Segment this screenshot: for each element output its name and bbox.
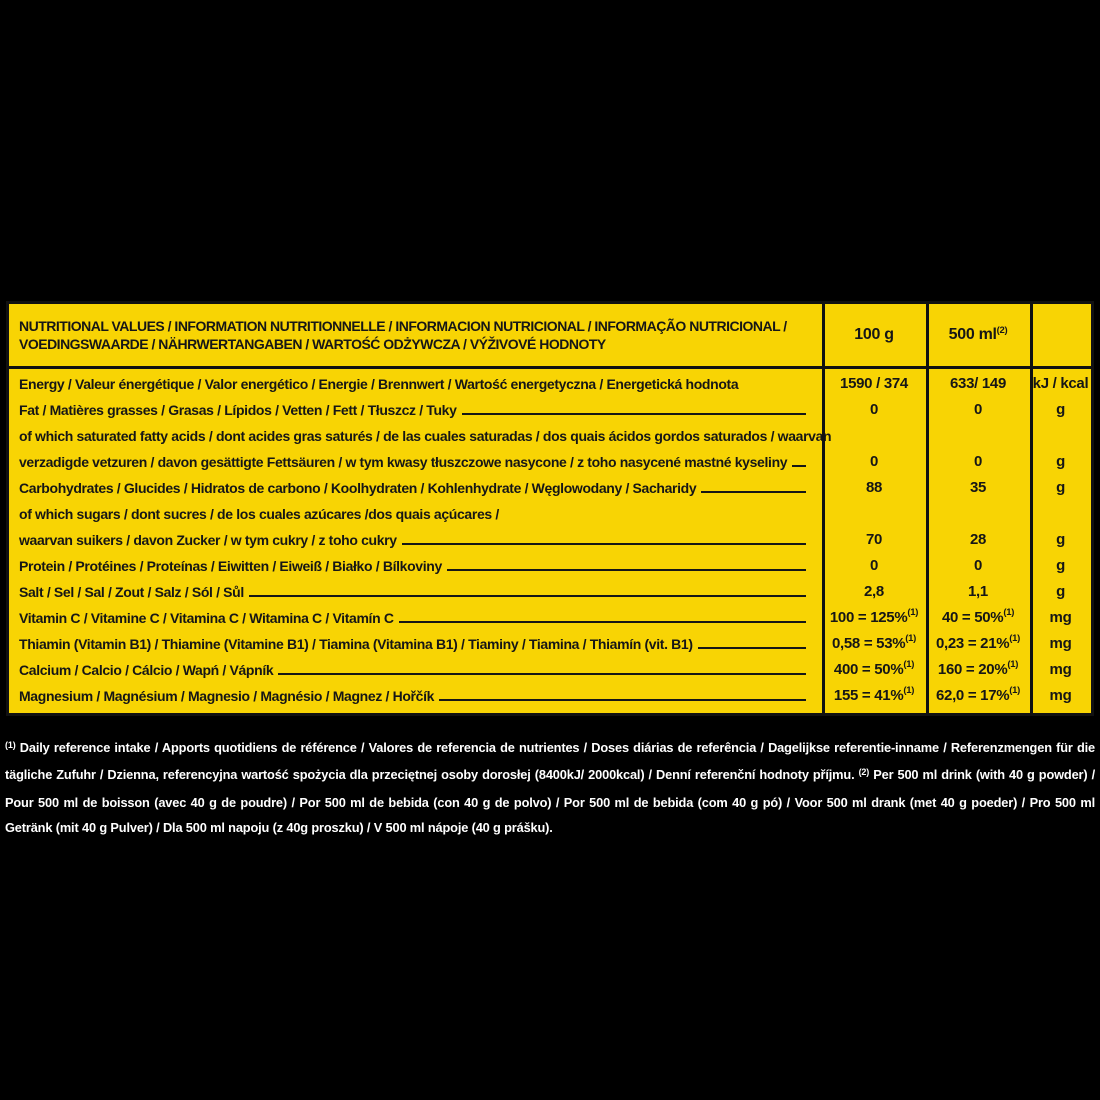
table-title: NUTRITIONAL VALUES / INFORMATION NUTRITI… xyxy=(9,304,822,366)
column-header-unit xyxy=(1030,304,1091,366)
row-value-500ml: 35 xyxy=(969,479,987,496)
row-label-line: waarvan suikers / davon Zucker / w tym c… xyxy=(19,527,816,553)
row-unit: kJ / kcal xyxy=(1032,375,1089,392)
row-label-line: of which sugars / dont sucres / de los c… xyxy=(19,506,499,522)
row-label: of which sugars / dont sucres / de los c… xyxy=(9,501,822,553)
column-header-100g: 100 g xyxy=(854,326,894,343)
row-label-line: Carbohydrates / Glucides / Hidratos de c… xyxy=(19,475,816,501)
row-value-500ml: 40 = 50% (1) xyxy=(941,607,1015,626)
row-label-line: Thiamin (Vitamin B1) / Thiamine (Vitamin… xyxy=(19,631,816,657)
table-row: Vitamin C / Vitamine C / Vitamina C / Wi… xyxy=(9,605,1091,631)
dot-leader-line xyxy=(697,647,806,649)
row-label-line: Magnesium / Magnésium / Magnesio / Magné… xyxy=(19,683,816,709)
row-value-100g: 70 xyxy=(865,531,883,548)
dot-leader-line xyxy=(278,673,806,675)
table-header-row: NUTRITIONAL VALUES / INFORMATION NUTRITI… xyxy=(9,304,1091,366)
row-label-line: of which saturated fatty acids / dont ac… xyxy=(19,428,832,444)
dot-leader-line xyxy=(401,543,806,545)
row-value-100g: 1590 / 374 xyxy=(840,375,908,392)
row-value-500ml: 633/ 149 xyxy=(950,375,1006,392)
row-unit: mg xyxy=(1049,661,1072,678)
row-label: of which saturated fatty acids / dont ac… xyxy=(9,423,832,475)
table-row: Salt / Sel / Sal / Zout / Salz / Sól / S… xyxy=(9,579,1091,605)
row-label: Magnesium / Magnésium / Magnesio / Magné… xyxy=(9,683,822,709)
row-unit: mg xyxy=(1049,687,1072,704)
row-unit: g xyxy=(1056,531,1065,548)
column-divider-1 xyxy=(822,304,825,713)
row-unit: g xyxy=(1056,401,1065,418)
table-row: Magnesium / Magnésium / Magnesio / Magné… xyxy=(9,683,1091,709)
row-value-500ml: 0 xyxy=(973,453,983,470)
row-label: Carbohydrates / Glucides / Hidratos de c… xyxy=(9,475,822,501)
row-value-100g: 0,58 = 53% (1) xyxy=(831,633,917,652)
row-value-100g: 2,8 xyxy=(864,583,884,600)
row-unit: mg xyxy=(1049,635,1072,652)
table-row: Fat / Matières grasses / Grasas / Lípido… xyxy=(9,397,1091,423)
row-label: Vitamin C / Vitamine C / Vitamina C / Wi… xyxy=(9,605,822,631)
row-label-line: Calcium / Calcio / Cálcio / Wapń / Vápní… xyxy=(19,657,816,683)
row-value-500ml: 28 xyxy=(969,531,987,548)
footnote-marker-2: (2) xyxy=(996,324,1008,336)
dot-leader-line xyxy=(461,413,806,415)
table-row: Carbohydrates / Glucides / Hidratos de c… xyxy=(9,475,1091,501)
row-label: Fat / Matières grasses / Grasas / Lípido… xyxy=(9,397,822,423)
footnote-text-1: Daily reference intake / Apports quotidi… xyxy=(5,739,1095,783)
column-divider-2 xyxy=(926,304,929,713)
row-label: Protein / Protéines / Proteínas / Eiwitt… xyxy=(9,553,822,579)
row-unit: mg xyxy=(1049,609,1072,626)
table-row: Energy / Valeur énergétique / Valor ener… xyxy=(9,371,1091,397)
footnote-ref-1: (1) xyxy=(5,739,16,750)
table-body: Energy / Valeur énergétique / Valor ener… xyxy=(9,369,1091,713)
dot-leader-line xyxy=(446,569,806,571)
row-value-500ml: 1,1 xyxy=(968,583,988,600)
footnote: (1) Daily reference intake / Apports quo… xyxy=(5,735,1095,841)
footnote-ref-2: (2) xyxy=(858,767,870,778)
row-label: Energy / Valeur énergétique / Valor ener… xyxy=(9,371,822,397)
table-row: Calcium / Calcio / Cálcio / Wapń / Vápní… xyxy=(9,657,1091,683)
row-label-line: Vitamin C / Vitamine C / Vitamina C / Wi… xyxy=(19,605,816,631)
table-row: Thiamin (Vitamin B1) / Thiamine (Vitamin… xyxy=(9,631,1091,657)
row-label-line: Protein / Protéines / Proteínas / Eiwitt… xyxy=(19,553,816,579)
row-value-500ml: 62,0 = 17% (1) xyxy=(935,685,1021,704)
row-value-500ml: 0 xyxy=(973,401,983,418)
column-header-500ml: 500 ml (2) xyxy=(948,324,1008,344)
table-row: of which sugars / dont sucres / de los c… xyxy=(9,501,1091,553)
dot-leader-line xyxy=(398,621,806,623)
table-title-line1: NUTRITIONAL VALUES / INFORMATION NUTRITI… xyxy=(19,318,787,334)
row-label: Thiamin (Vitamin B1) / Thiamine (Vitamin… xyxy=(9,631,822,657)
row-value-100g: 100 = 125% (1) xyxy=(829,607,919,626)
column-divider-3 xyxy=(1030,304,1033,713)
row-value-100g: 0 xyxy=(869,557,879,574)
dot-leader-line xyxy=(701,491,806,493)
header-separator-line xyxy=(9,366,1091,369)
row-label-line: Fat / Matières grasses / Grasas / Lípido… xyxy=(19,397,816,423)
dot-leader-line xyxy=(248,595,806,597)
row-unit: g xyxy=(1056,583,1065,600)
row-value-100g: 155 = 41% (1) xyxy=(833,685,915,704)
row-unit: g xyxy=(1056,557,1065,574)
nutrition-table: NUTRITIONAL VALUES / INFORMATION NUTRITI… xyxy=(6,301,1094,716)
row-value-100g: 88 xyxy=(865,479,883,496)
row-label-line: verzadigde vetzuren / davon gesättigte F… xyxy=(19,449,816,475)
dot-leader-line xyxy=(439,699,806,701)
row-unit: g xyxy=(1056,453,1065,470)
row-value-100g: 0 xyxy=(869,453,879,470)
row-value-500ml: 160 = 20% (1) xyxy=(937,659,1019,678)
table-title-line2: VOEDINGSWAARDE / NÄHRWERTANGABEN / WARTO… xyxy=(19,336,606,352)
footnote-text-2: Per 500 ml drink (with 40 g powder) / Po… xyxy=(5,767,1095,836)
table-row: Protein / Protéines / Proteínas / Eiwitt… xyxy=(9,553,1091,579)
row-value-500ml: 0 xyxy=(973,557,983,574)
row-value-500ml: 0,23 = 21% (1) xyxy=(935,633,1021,652)
row-label-line: Salt / Sel / Sal / Zout / Salz / Sól / S… xyxy=(19,579,816,605)
row-label-line: Energy / Valeur énergétique / Valor ener… xyxy=(19,376,739,392)
dot-leader-line xyxy=(792,465,806,467)
row-value-100g: 400 = 50% (1) xyxy=(833,659,915,678)
table-row: of which saturated fatty acids / dont ac… xyxy=(9,423,1091,475)
row-label: Salt / Sel / Sal / Zout / Salz / Sól / S… xyxy=(9,579,822,605)
row-unit: g xyxy=(1056,479,1065,496)
row-value-100g: 0 xyxy=(869,401,879,418)
row-label: Calcium / Calcio / Cálcio / Wapń / Vápní… xyxy=(9,657,822,683)
